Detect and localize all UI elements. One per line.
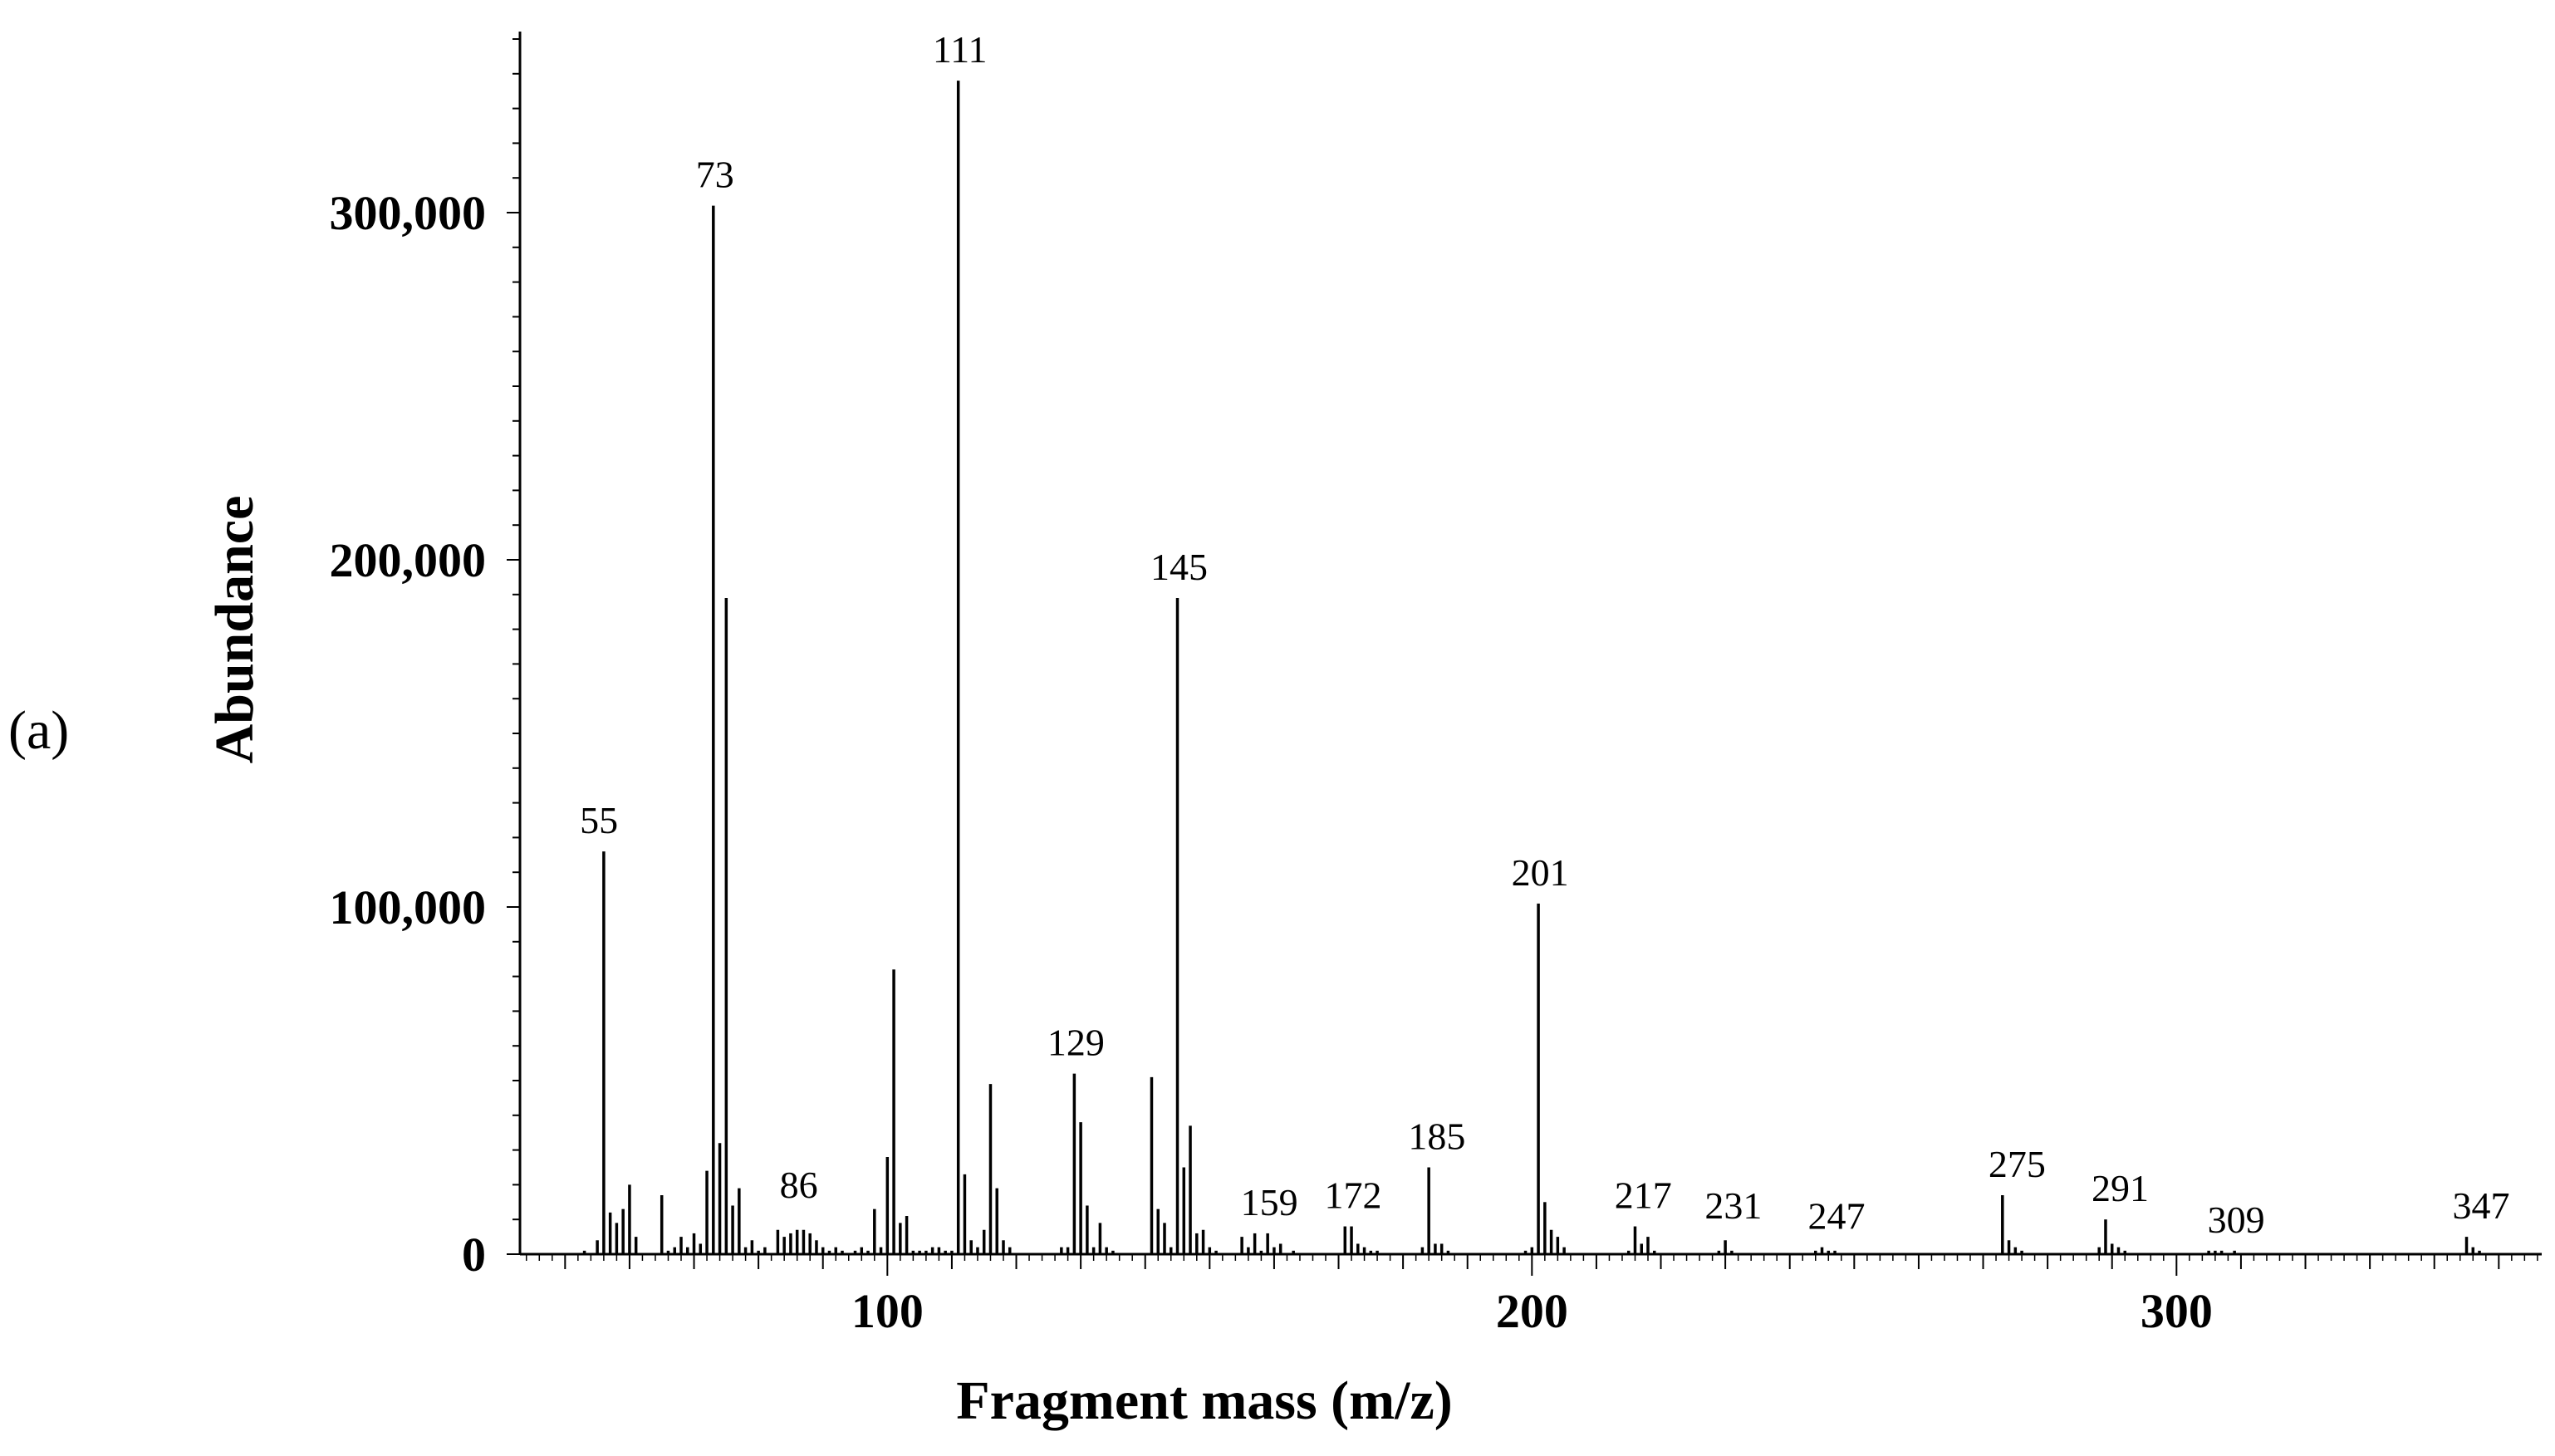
peak-label: 129 [1047, 1022, 1105, 1064]
peak-label: 347 [2453, 1184, 2510, 1227]
y-tick-label: 300,000 [330, 186, 487, 240]
y-tick-label: 200,000 [330, 533, 487, 587]
peak-label: 159 [1241, 1181, 1298, 1223]
panel-label: (a) [8, 700, 70, 761]
peak-label: 55 [580, 799, 618, 841]
peak-label: 247 [1808, 1195, 1866, 1238]
peak-label: 145 [1150, 546, 1208, 588]
peak-label: 111 [933, 28, 988, 71]
x-axis-title: Fragment mass (m/z) [956, 1370, 1452, 1431]
x-tick-label: 100 [851, 1284, 924, 1338]
y-axis: 0 100,000 200,000 300,000 [330, 32, 522, 1282]
peak-label: 73 [696, 154, 734, 196]
peak-label: 275 [1989, 1143, 2046, 1185]
peak-label: 231 [1704, 1184, 1762, 1227]
peak-label: 172 [1325, 1174, 1382, 1217]
peak-labels: 55 73 86 111 129 145 159 172 185 201 217 231 247 275 2… [580, 28, 2509, 1241]
y-tick-label: 0 [462, 1228, 486, 1282]
x-tick-label: 200 [1496, 1284, 1568, 1338]
y-axis-title: Abundance [204, 496, 265, 764]
peak-label: 291 [2092, 1167, 2149, 1209]
peak-label: 309 [2208, 1199, 2265, 1241]
x-axis: 100 200 300 [520, 1253, 2542, 1338]
spectrum-bars [582, 81, 2481, 1254]
peak-label: 201 [1512, 851, 1569, 894]
peak-label: 185 [1408, 1115, 1465, 1158]
peak-label: 217 [1615, 1174, 1672, 1217]
x-tick-label: 300 [2141, 1284, 2213, 1338]
peak-label: 86 [780, 1164, 818, 1206]
y-tick-label: 100,000 [330, 880, 487, 934]
